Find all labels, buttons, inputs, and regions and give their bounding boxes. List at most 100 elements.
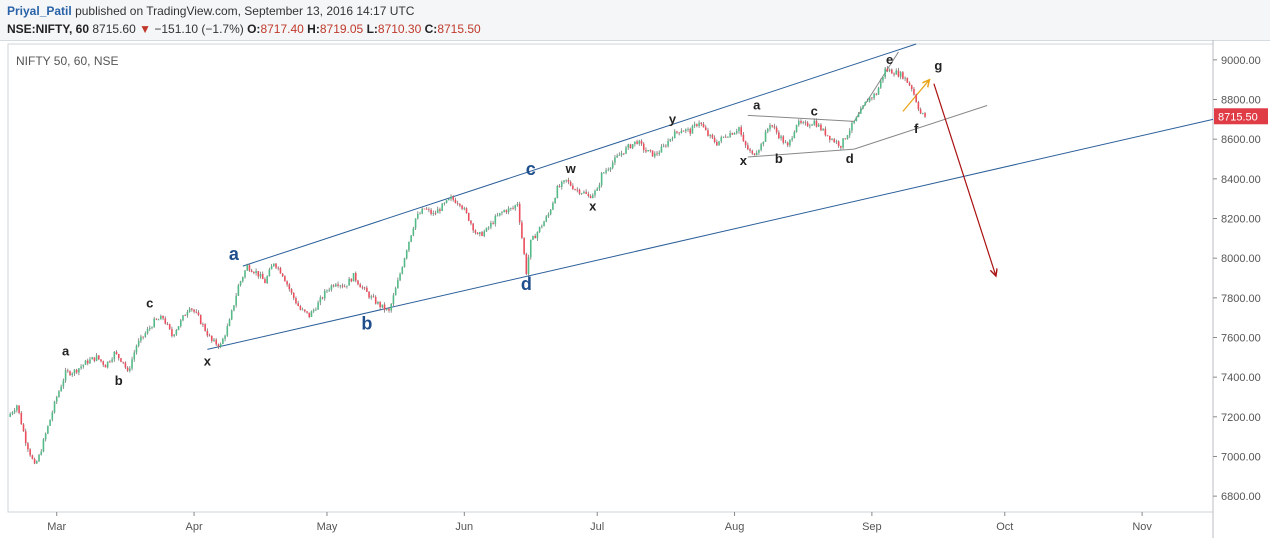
candle-body <box>226 326 229 336</box>
y-tick-label: 9000.00 <box>1221 55 1261 67</box>
wedge-line[interactable] <box>747 148 855 158</box>
x-tick-label: Mar <box>47 521 66 533</box>
candle-body <box>204 324 206 331</box>
candle-body <box>44 433 47 440</box>
candle-body <box>904 77 906 79</box>
candle-body <box>102 361 105 365</box>
candle-body <box>390 303 393 311</box>
wave-label: a <box>753 97 761 112</box>
candle-body <box>230 310 233 320</box>
candle-body <box>782 136 785 143</box>
channel-line[interactable] <box>207 118 1214 350</box>
candle-body <box>459 203 461 206</box>
candle-body <box>100 359 102 362</box>
candle-body <box>268 269 271 277</box>
candle-body <box>742 134 745 142</box>
candle-body <box>403 258 406 268</box>
candle-body <box>729 133 731 138</box>
candle-body <box>346 285 348 287</box>
candle-body <box>744 141 747 146</box>
candle-body <box>607 169 610 171</box>
candle-body <box>184 315 187 317</box>
candle-body <box>299 305 302 310</box>
candle-body <box>60 386 62 392</box>
candle-body <box>523 237 525 254</box>
candle-body <box>516 203 519 206</box>
wedge-line[interactable] <box>854 104 988 150</box>
candle-body <box>671 138 674 140</box>
author-link[interactable]: Priyal_Patil <box>7 4 72 18</box>
candle-body <box>33 458 36 464</box>
candle-body <box>824 128 827 136</box>
price-change: −151.10 (−1.7%) <box>154 22 244 36</box>
x-tick-label: Jul <box>590 521 604 533</box>
candle-body <box>525 253 528 275</box>
y-tick-label: 7600.00 <box>1221 332 1261 344</box>
channel-line[interactable] <box>242 43 917 267</box>
candle-body <box>795 124 798 133</box>
published-text: published on TradingView.com, September … <box>75 4 415 18</box>
candle-body <box>31 455 34 459</box>
candle-body <box>146 329 149 334</box>
candle-body <box>868 97 871 102</box>
candle-body <box>419 213 421 215</box>
candle-body <box>682 130 685 132</box>
candle-body <box>450 196 452 199</box>
wave-label: b <box>775 151 783 166</box>
candle-body <box>38 454 40 462</box>
candle-body <box>490 222 492 228</box>
candle-body <box>69 371 71 376</box>
candle-body <box>616 155 618 158</box>
wedge-line[interactable] <box>747 114 855 122</box>
candle-body <box>22 424 25 432</box>
candle-body <box>893 73 895 75</box>
candle-body <box>882 77 884 81</box>
candle-body <box>281 273 284 277</box>
candle-body <box>248 265 251 271</box>
candle-body <box>554 198 556 204</box>
candle-body <box>563 180 565 182</box>
candle-body <box>113 351 116 360</box>
candle-body <box>423 208 426 210</box>
quote-line: NSE:NIFTY, 60 8715.60 ▼ −151.10 (−1.7%) … <box>7 22 481 36</box>
candle-body <box>685 129 687 131</box>
candle-body <box>321 297 324 299</box>
y-tick-label: 8800.00 <box>1221 95 1261 107</box>
last-price: 8715.60 <box>92 22 136 36</box>
candle-body <box>802 122 805 124</box>
price-chart[interactable]: 6800.00 7000.00 7200.00 7400.00 7600.00 7800.… <box>0 40 1270 538</box>
candle-body <box>662 145 665 147</box>
candle-body <box>13 410 16 413</box>
wave-label: y <box>669 111 677 126</box>
candle-body <box>452 196 455 200</box>
candle-body <box>687 128 689 130</box>
candle-body <box>645 150 647 152</box>
candle-body <box>350 278 353 282</box>
candle-body <box>385 308 388 310</box>
candle-body <box>680 130 683 134</box>
candle-body <box>401 267 404 274</box>
red-arrow[interactable] <box>933 83 996 276</box>
candle-body <box>738 127 740 132</box>
candle-body <box>583 191 585 194</box>
candle-body <box>224 335 226 339</box>
open-label: O: <box>247 22 261 36</box>
candle-body <box>447 198 450 201</box>
candle-body <box>751 150 754 154</box>
candle-body <box>454 199 457 204</box>
price-tag <box>1214 108 1268 125</box>
candle-body <box>676 131 678 133</box>
candle-body <box>337 284 339 286</box>
candle-body <box>589 195 592 199</box>
candle-body <box>844 138 847 140</box>
candle-body <box>704 127 707 131</box>
candle-body <box>667 140 669 147</box>
y-tick-label: 7400.00 <box>1221 372 1261 384</box>
wave-label: d <box>846 151 854 166</box>
candle-body <box>778 132 780 139</box>
candle-body <box>137 340 140 346</box>
candle-body <box>760 144 762 150</box>
candle-body <box>514 205 517 209</box>
high-value: 8719.05 <box>319 22 364 36</box>
candle-body <box>206 330 209 336</box>
